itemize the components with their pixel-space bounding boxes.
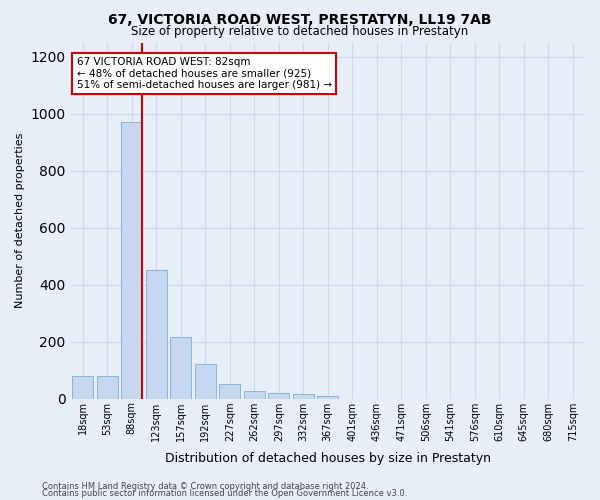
Bar xyxy=(170,338,191,398)
Bar xyxy=(73,376,93,398)
Text: 67 VICTORIA ROAD WEST: 82sqm
← 48% of detached houses are smaller (925)
51% of s: 67 VICTORIA ROAD WEST: 82sqm ← 48% of de… xyxy=(77,56,332,90)
Text: Contains public sector information licensed under the Open Government Licence v3: Contains public sector information licen… xyxy=(42,489,407,498)
Bar xyxy=(268,393,289,398)
Bar xyxy=(146,270,167,398)
Bar xyxy=(195,364,215,398)
Bar xyxy=(293,394,314,398)
Bar xyxy=(317,396,338,398)
Bar xyxy=(244,392,265,398)
Y-axis label: Number of detached properties: Number of detached properties xyxy=(15,133,25,308)
Bar xyxy=(220,384,240,398)
Text: 67, VICTORIA ROAD WEST, PRESTATYN, LL19 7AB: 67, VICTORIA ROAD WEST, PRESTATYN, LL19 … xyxy=(108,12,492,26)
Bar xyxy=(121,122,142,398)
Text: Contains HM Land Registry data © Crown copyright and database right 2024.: Contains HM Land Registry data © Crown c… xyxy=(42,482,368,491)
Bar xyxy=(97,376,118,398)
X-axis label: Distribution of detached houses by size in Prestatyn: Distribution of detached houses by size … xyxy=(165,452,491,465)
Text: Size of property relative to detached houses in Prestatyn: Size of property relative to detached ho… xyxy=(131,25,469,38)
